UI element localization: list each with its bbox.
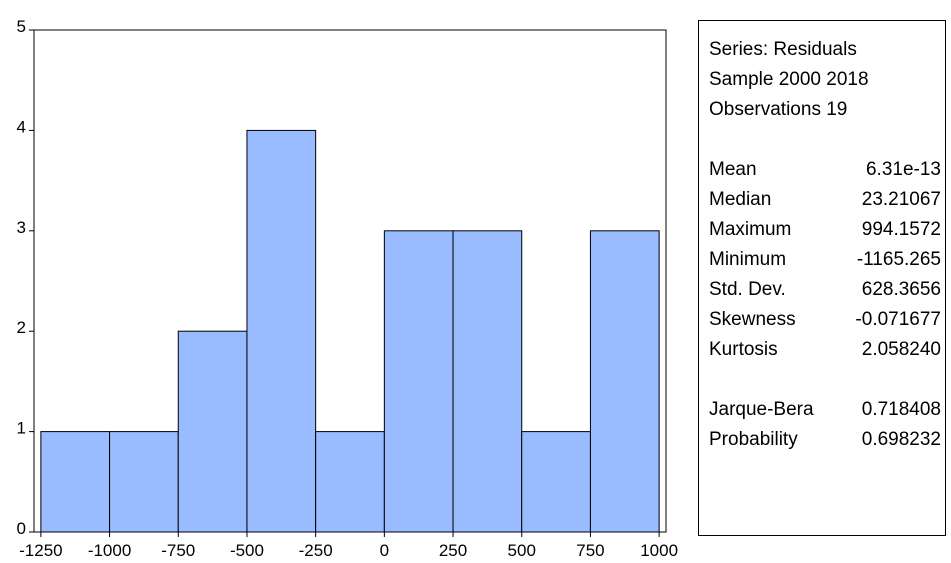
stat-name: Median <box>709 189 772 210</box>
stat-row-probability: Probability 0.698232 <box>709 425 945 455</box>
histogram-bar <box>109 431 179 533</box>
stat-value: 6.31e-13 <box>865 159 941 180</box>
x-tick-label: 750 <box>576 541 604 560</box>
x-tick-label: 500 <box>508 541 536 560</box>
statistics-panel: Series: Residuals Sample 2000 2018 Obser… <box>698 20 946 536</box>
sample-label: Sample 2000 2018 <box>709 69 869 90</box>
y-tick-label: 4 <box>17 117 26 136</box>
x-tick-label: -750 <box>161 541 195 560</box>
stat-value: -0.071677 <box>855 309 941 330</box>
y-tick-label: 3 <box>17 218 26 237</box>
x-tick-label: 0 <box>380 541 389 560</box>
stat-row-jarque-bera: Jarque-Bera 0.718408 <box>709 395 945 425</box>
histogram-bar <box>177 330 248 533</box>
stat-name: Skewness <box>709 309 796 330</box>
x-tick-label: 250 <box>439 541 467 560</box>
histogram-bar <box>521 431 591 533</box>
stat-row-kurtosis: Kurtosis 2.058240 <box>709 335 945 365</box>
y-tick-label: 1 <box>17 419 26 438</box>
histogram-bar <box>452 230 523 533</box>
stat-row-median: Median 23.21067 <box>709 185 945 215</box>
x-tick-label: -1000 <box>88 541 131 560</box>
stat-name: Maximum <box>709 219 792 240</box>
x-tick-label: -250 <box>299 541 333 560</box>
stat-row-skewness: Skewness -0.071677 <box>709 305 945 335</box>
x-tick-label: -1250 <box>19 541 62 560</box>
stat-value: 628.3656 <box>861 279 941 300</box>
stat-name: Probability <box>709 429 798 450</box>
stat-row-std-dev: Std. Dev. 628.3656 <box>709 275 945 305</box>
y-tick-label: 2 <box>17 318 26 337</box>
histogram-bar <box>383 230 454 533</box>
stat-name: Kurtosis <box>709 339 778 360</box>
stat-value: -1165.265 <box>856 249 941 270</box>
histogram-chart: 0 1 2 3 4 5 -1250 -1000 -750 -500 -250 0 250 500 750 1… <box>17 17 679 560</box>
histogram-bar <box>246 129 317 533</box>
stat-value: 23.21067 <box>861 189 941 210</box>
y-tick-label: 0 <box>17 519 26 538</box>
stat-name: Minimum <box>709 249 787 270</box>
x-tick-label: 1000 <box>640 541 678 560</box>
stat-row-minimum: Minimum -1165.265 <box>709 245 945 275</box>
stat-name: Mean <box>709 159 757 180</box>
stat-value: 0.718408 <box>861 399 941 420</box>
stat-row-mean: Mean 6.31e-13 <box>709 155 945 185</box>
stat-name: Std. Dev. <box>709 279 786 300</box>
histogram-bar <box>589 230 660 533</box>
stat-value: 994.1572 <box>861 219 941 240</box>
stat-value: 2.058240 <box>861 339 941 360</box>
stat-value: 0.698232 <box>861 429 941 450</box>
series-label: Series: Residuals <box>709 39 857 60</box>
stat-name: Jarque-Bera <box>709 399 814 420</box>
histogram-bar <box>40 431 111 533</box>
observations-label: Observations 19 <box>709 99 848 120</box>
y-tick-label: 5 <box>17 17 26 36</box>
stat-row-maximum: Maximum 994.1572 <box>709 215 945 245</box>
x-tick-label: -500 <box>230 541 264 560</box>
histogram-bar <box>315 431 385 533</box>
